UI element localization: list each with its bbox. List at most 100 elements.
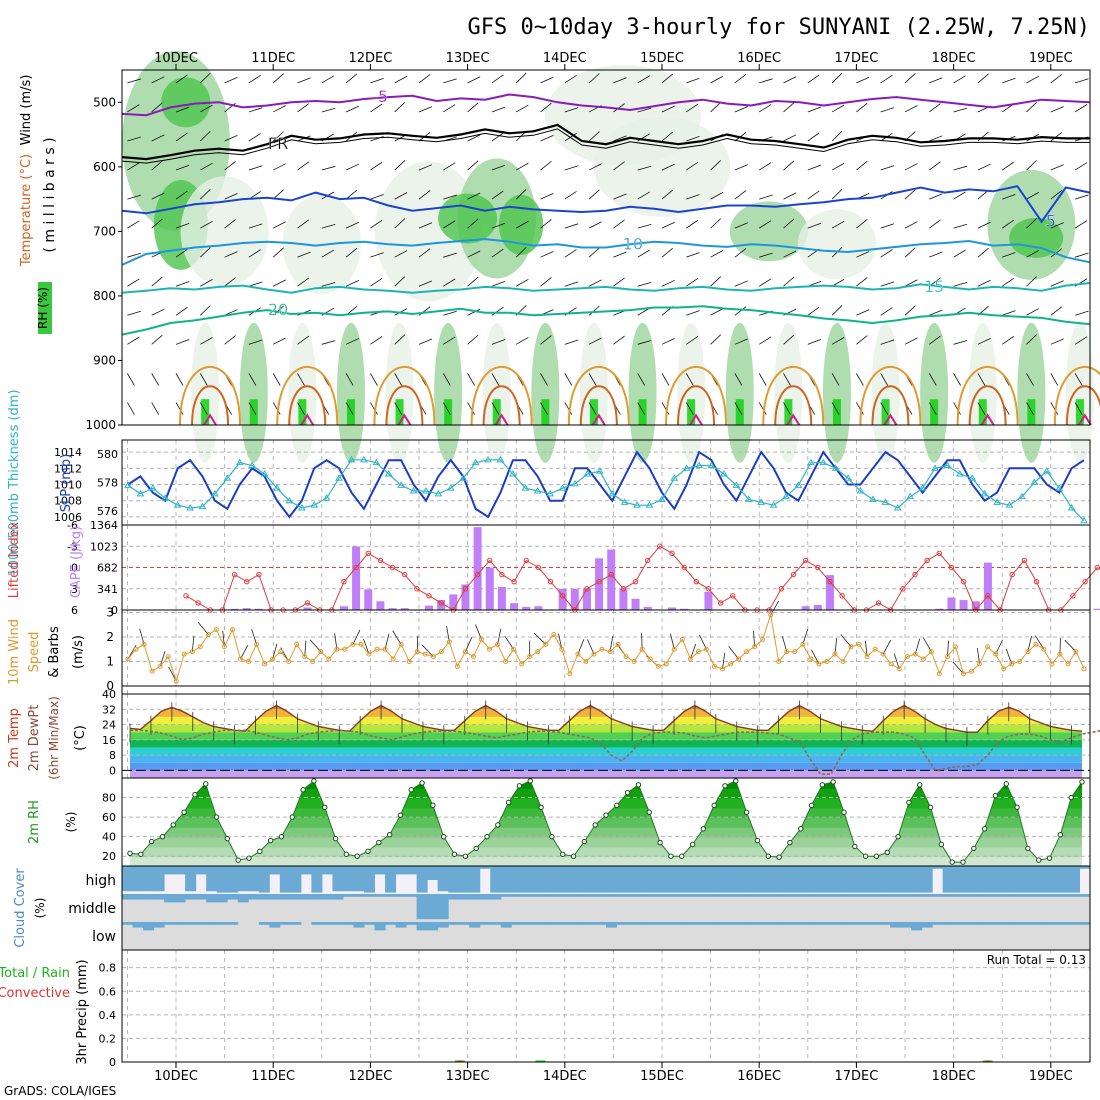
thickness-marker [422,487,430,494]
wind-speed-marker [1025,649,1031,655]
wind-barb [491,164,506,171]
thickness-marker [124,481,132,488]
rh-band [130,846,1082,858]
wind-barb [491,106,506,113]
cloud-middle-bar [869,894,881,897]
wind-barb [831,104,845,113]
wind-barb [1026,334,1037,345]
wind-barb [197,622,209,635]
wind-barb [175,281,190,287]
cloud-low-bar [795,922,807,925]
thickness-marker [707,461,716,468]
cloud-middle-bar [584,894,596,897]
wind-barb [953,281,968,287]
rh-marker [992,792,999,799]
rh-unit-label: (%) [64,812,78,833]
wind-barb [588,189,600,200]
wind-barb [564,165,579,171]
cloud-middle-bar [153,894,165,900]
x-top-label: 14DEC [543,51,587,66]
wind-barb [1074,336,1088,345]
wind-barb [497,628,502,645]
cape-bar [801,606,810,610]
temperature-contour-label: 15 [924,277,944,296]
rh-marker [657,839,663,846]
x-top-label: 13DEC [446,51,490,66]
wind-barb [904,337,918,345]
wind-speed-marker [326,656,332,662]
cloud-high-bar [195,866,207,875]
cloud-low-bar [132,922,144,928]
wind-barb [923,637,932,652]
wind-barb [831,373,840,386]
wind-barb [151,192,165,200]
cloud-middle-bar [858,894,870,897]
rh-marker [505,799,512,806]
thickness-marker [1030,478,1039,485]
wind-speed-marker [366,651,372,657]
rh-column-core [784,399,793,425]
lifted-index-marker [839,593,845,599]
wind-barb [564,107,579,113]
slp-label: SLP (mb) [59,454,74,513]
wind-barb [151,308,165,316]
rh-marker [592,822,598,828]
rh-marker [246,855,252,861]
cloud-middle-bar [406,894,418,897]
wind-barb [151,218,163,229]
wind-barb [467,134,481,142]
thickness-marker [806,458,815,466]
wind-barb [248,223,263,229]
cloud-low-bar [521,922,533,925]
wind-barb [1050,306,1063,316]
temperature-contour-loop [179,366,242,426]
wind-barb [831,130,843,142]
lifted-index-marker [717,600,724,606]
wind-barb [442,402,451,415]
wind-barb [1026,101,1037,113]
wind-barb [1050,222,1064,229]
wind-barb [880,165,895,171]
temperature-contour-loop-peak [689,413,703,426]
cloud-high-bar [953,866,965,893]
cloud-low-bar [869,922,881,925]
wind-barb [224,251,238,258]
thickness-marker [571,479,579,487]
cape-bar [935,608,944,610]
wind-barb [175,222,190,229]
wind-speed-marker [896,666,902,672]
cloud-low-bar [595,922,607,925]
wind-barb [127,278,140,287]
rh-marker [722,783,728,789]
wind-speed-marker [470,654,476,660]
cloud-middle-bar [206,894,218,903]
rh-marker [267,837,274,844]
cloud-high-bar [921,866,933,893]
cloud-low-bar [448,922,460,925]
wind-speed-marker [462,649,468,655]
rh-column-core [444,399,453,425]
temperature-contour-loop [470,366,533,426]
cape-bar [473,527,482,610]
rh-marker [462,853,469,859]
cloud-low-bar [290,922,302,925]
cloud-high-bar [816,866,828,893]
cloud-low-bar [953,922,965,925]
wind-barb [1059,638,1061,655]
cloud-middle-bar [364,894,376,897]
wind-barb [352,629,361,645]
rh-column-core [687,399,696,425]
cloud-low-bar [1079,922,1091,925]
cloud-low-bar [911,922,923,931]
wind-barb [491,222,506,229]
wind-barb [613,135,627,142]
wind-barb [637,402,646,415]
cloud-low-bar [837,922,849,925]
cloud-high-bar [216,866,228,893]
wind-barb [516,278,529,287]
lifted-index-marker [389,564,396,571]
cloud-high-bar [500,866,512,893]
cloud-middle-bar [932,894,944,897]
wind-barb [588,279,602,287]
panel-frame [121,949,1091,1063]
